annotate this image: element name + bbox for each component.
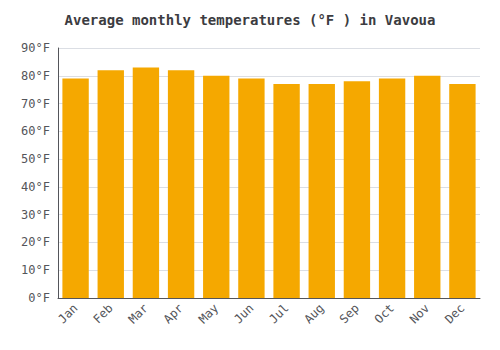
- svg-text:50°F: 50°F: [21, 152, 50, 166]
- svg-text:0°F: 0°F: [28, 291, 50, 305]
- svg-text:May: May: [196, 301, 221, 326]
- svg-text:70°F: 70°F: [21, 97, 50, 111]
- svg-text:10°F: 10°F: [21, 263, 50, 277]
- svg-text:Oct: Oct: [372, 301, 397, 326]
- svg-text:80°F: 80°F: [21, 69, 50, 83]
- svg-text:40°F: 40°F: [21, 180, 50, 194]
- svg-text:Jun: Jun: [231, 301, 256, 326]
- svg-text:Apr: Apr: [161, 301, 186, 326]
- svg-text:Feb: Feb: [90, 301, 115, 326]
- svg-text:Aug: Aug: [301, 301, 326, 326]
- svg-text:30°F: 30°F: [21, 208, 50, 222]
- svg-text:20°F: 20°F: [21, 235, 50, 249]
- svg-text:Jul: Jul: [266, 301, 291, 326]
- svg-text:Jan: Jan: [55, 301, 80, 326]
- svg-text:Dec: Dec: [442, 301, 467, 326]
- svg-text:Average monthly temperatures (: Average monthly temperatures (°F ) in Va…: [65, 12, 436, 28]
- svg-text:Mar: Mar: [126, 301, 151, 326]
- svg-text:90°F: 90°F: [21, 41, 50, 55]
- svg-text:60°F: 60°F: [21, 124, 50, 138]
- svg-text:Nov: Nov: [407, 301, 432, 326]
- svg-text:Sep: Sep: [337, 301, 362, 326]
